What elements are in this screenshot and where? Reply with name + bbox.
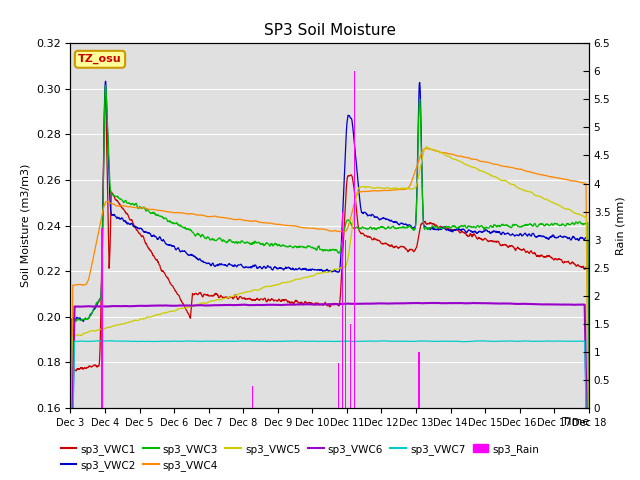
Y-axis label: Soil Moisture (m3/m3): Soil Moisture (m3/m3) — [20, 164, 30, 288]
Text: TZ_osu: TZ_osu — [78, 54, 122, 64]
Legend: sp3_VWC1, sp3_VWC2, sp3_VWC3, sp3_VWC4, sp3_VWC5, sp3_VWC6, sp3_VWC7, sp3_Rain: sp3_VWC1, sp3_VWC2, sp3_VWC3, sp3_VWC4, … — [56, 439, 544, 475]
Y-axis label: Rain (mm): Rain (mm) — [616, 196, 626, 255]
Title: SP3 Soil Moisture: SP3 Soil Moisture — [264, 23, 396, 38]
Text: Time: Time — [561, 417, 589, 427]
